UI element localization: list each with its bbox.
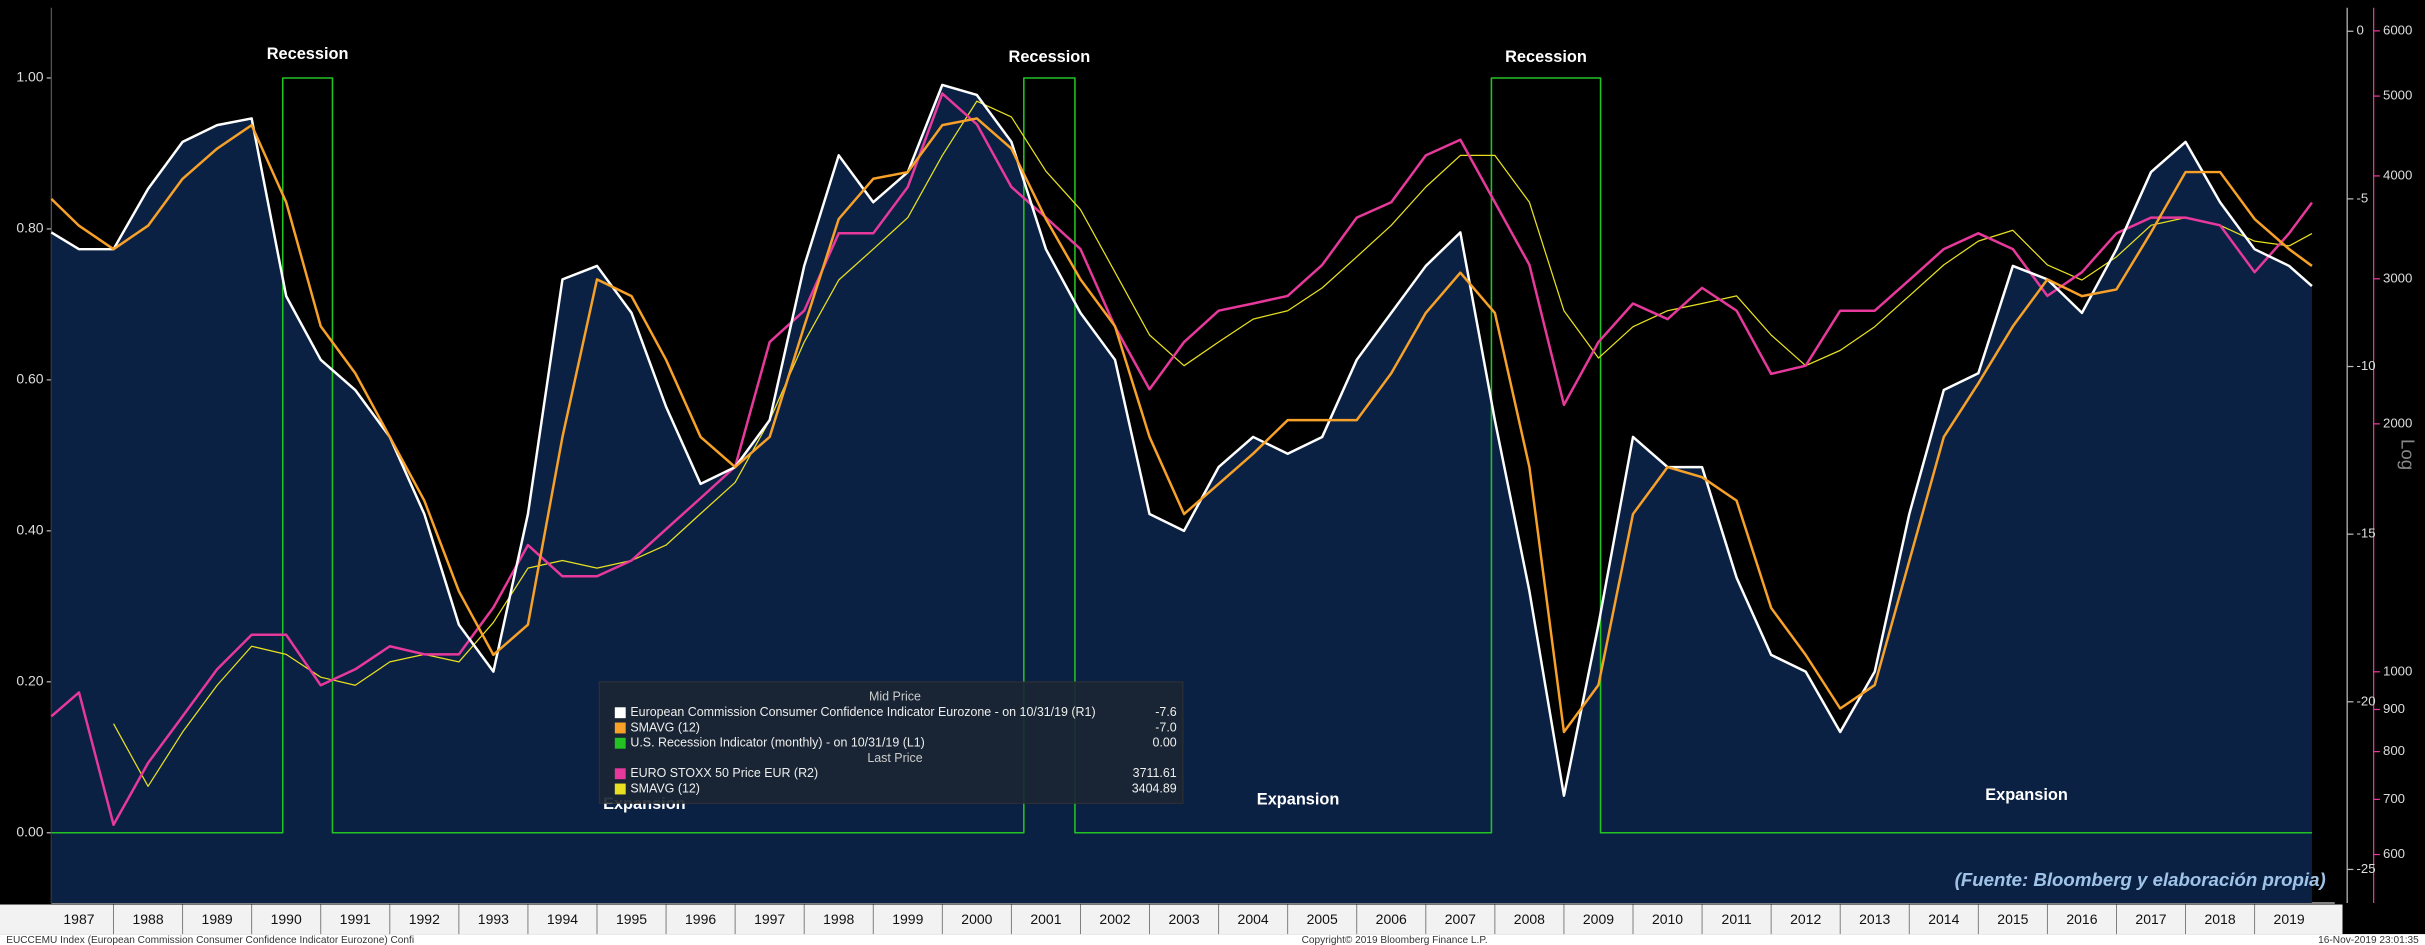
x-tick-label: 2000 xyxy=(961,911,992,927)
x-tick-label: 1997 xyxy=(754,911,785,927)
expansion-label: Expansion xyxy=(1985,786,2068,804)
series-line xyxy=(50,117,2313,734)
y3-tick-label: 5000 xyxy=(2383,88,2412,103)
legend-value: 3711.61 xyxy=(1133,766,1177,780)
x-tick-label: 2012 xyxy=(1790,911,1821,927)
x-tick-label: 2011 xyxy=(1722,911,1752,927)
x-tick-label: 2005 xyxy=(1307,911,1338,927)
x-tick-label: 2016 xyxy=(2066,911,2097,927)
y3-tick-label: 6000 xyxy=(2383,22,2412,37)
legend-swatch xyxy=(614,768,626,780)
legend-value: -7.0 xyxy=(1155,720,1177,734)
series-line xyxy=(50,92,2313,827)
footer-right: 16-Nov-2019 23:01:35 xyxy=(2318,935,2419,945)
legend-label: EURO STOXX 50 Price EUR (R2) xyxy=(630,766,818,780)
expansion-label: Expansion xyxy=(1257,791,1340,809)
footer-center: Copyright© 2019 Bloomberg Finance L.P. xyxy=(1302,935,1488,945)
legend-label: SMAVG (12) xyxy=(630,720,700,734)
y2-tick-label: -5 xyxy=(2357,190,2369,205)
x-tick-label: 1993 xyxy=(478,911,509,927)
y3-tick-label: 600 xyxy=(2383,846,2405,861)
legend-value: 3404.89 xyxy=(1132,781,1177,795)
y2-tick-label: -25 xyxy=(2357,861,2376,876)
x-tick-label: 1991 xyxy=(340,911,371,927)
legend-label: U.S. Recession Indicator (monthly) - on … xyxy=(630,736,924,750)
legend-value: 0.00 xyxy=(1152,736,1176,750)
x-tick-label: 2014 xyxy=(1928,911,1959,927)
x-tick-label: 2007 xyxy=(1445,911,1476,927)
x-tick-label: 2015 xyxy=(1997,911,2028,927)
x-tick-label: 2019 xyxy=(2274,911,2305,927)
y-tick-label: 0.00 xyxy=(16,823,43,839)
x-tick-label: 1989 xyxy=(202,911,233,927)
x-tick-label: 2004 xyxy=(1238,911,1269,927)
y3-tick-label: 2000 xyxy=(2383,415,2412,430)
y-tick-label: 0.80 xyxy=(16,220,43,236)
x-tick-label: 2013 xyxy=(1859,911,1890,927)
x-tick-label: 2002 xyxy=(1099,911,1130,927)
recession-label: Recession xyxy=(267,45,349,63)
y3-tick-label: 3000 xyxy=(2383,270,2412,285)
x-tick-label: 1988 xyxy=(132,911,163,927)
log-label: Log xyxy=(2397,439,2418,470)
footer-left: EUCCEMU Index (European Commission Consu… xyxy=(6,935,414,945)
x-tick-label: 2006 xyxy=(1376,911,1407,927)
legend-swatch xyxy=(614,783,626,795)
legend-label: SMAVG (12) xyxy=(630,781,700,795)
y2-tick-label: -15 xyxy=(2357,526,2376,541)
legend-swatch xyxy=(614,737,626,749)
recession-label: Recession xyxy=(1009,48,1091,66)
x-tick-label: 1987 xyxy=(63,911,94,927)
y-tick-label: 0.20 xyxy=(16,673,43,689)
x-tick-label: 1998 xyxy=(823,911,854,927)
x-tick-label: 1990 xyxy=(271,911,302,927)
x-tick-label: 2018 xyxy=(2204,911,2235,927)
y2-tick-label: -10 xyxy=(2357,358,2376,373)
y2-tick-label: 0 xyxy=(2357,23,2364,38)
series-line xyxy=(51,77,2312,834)
legend-box xyxy=(598,681,1184,804)
x-tick-label: 1992 xyxy=(409,911,440,927)
y3-tick-label: 800 xyxy=(2383,743,2405,758)
plot-area: 0.00 0.20 0.40 0.60 0.80 1.00 0 -5 -10 -15 -20 -25 6… xyxy=(16,7,2412,935)
legend-header: Last Price xyxy=(867,751,922,765)
y-tick-label: 0.40 xyxy=(16,522,43,538)
legend-swatch xyxy=(614,707,626,719)
x-tick-label: 1996 xyxy=(685,911,716,927)
x-tick-label: 2017 xyxy=(2135,911,2166,927)
legend-value: -7.6 xyxy=(1155,705,1177,719)
source-note: (Fuente: Bloomberg y elaboración propia) xyxy=(1955,869,2326,890)
y3-tick-label: 700 xyxy=(2383,791,2405,806)
y3-tick-label: 4000 xyxy=(2383,167,2412,182)
x-tick-label: 2001 xyxy=(1030,911,1061,927)
y2-tick-label: -20 xyxy=(2357,693,2376,708)
x-tick-label: 1994 xyxy=(547,911,578,927)
x-axis-strip xyxy=(0,904,2343,935)
y3-tick-label: 1000 xyxy=(2383,663,2412,678)
x-tick-label: 1995 xyxy=(616,911,647,927)
y-tick-label: 1.00 xyxy=(16,69,43,85)
footer-strip xyxy=(0,934,2425,945)
x-tick-label: 2008 xyxy=(1514,911,1545,927)
y-tick-label: 0.60 xyxy=(16,371,43,387)
legend-label: European Commission Consumer Confidence … xyxy=(630,705,1095,719)
x-tick-label: 2010 xyxy=(1652,911,1683,927)
y3-tick-label: 900 xyxy=(2383,701,2405,716)
recession-label: Recession xyxy=(1505,48,1587,66)
legend-header: Mid Price xyxy=(869,690,921,704)
x-tick-label: 2003 xyxy=(1168,911,1199,927)
series-line xyxy=(50,83,2313,797)
legend-swatch xyxy=(614,722,626,734)
x-tick-label: 1999 xyxy=(892,911,923,927)
x-tick-label: 2009 xyxy=(1583,911,1614,927)
